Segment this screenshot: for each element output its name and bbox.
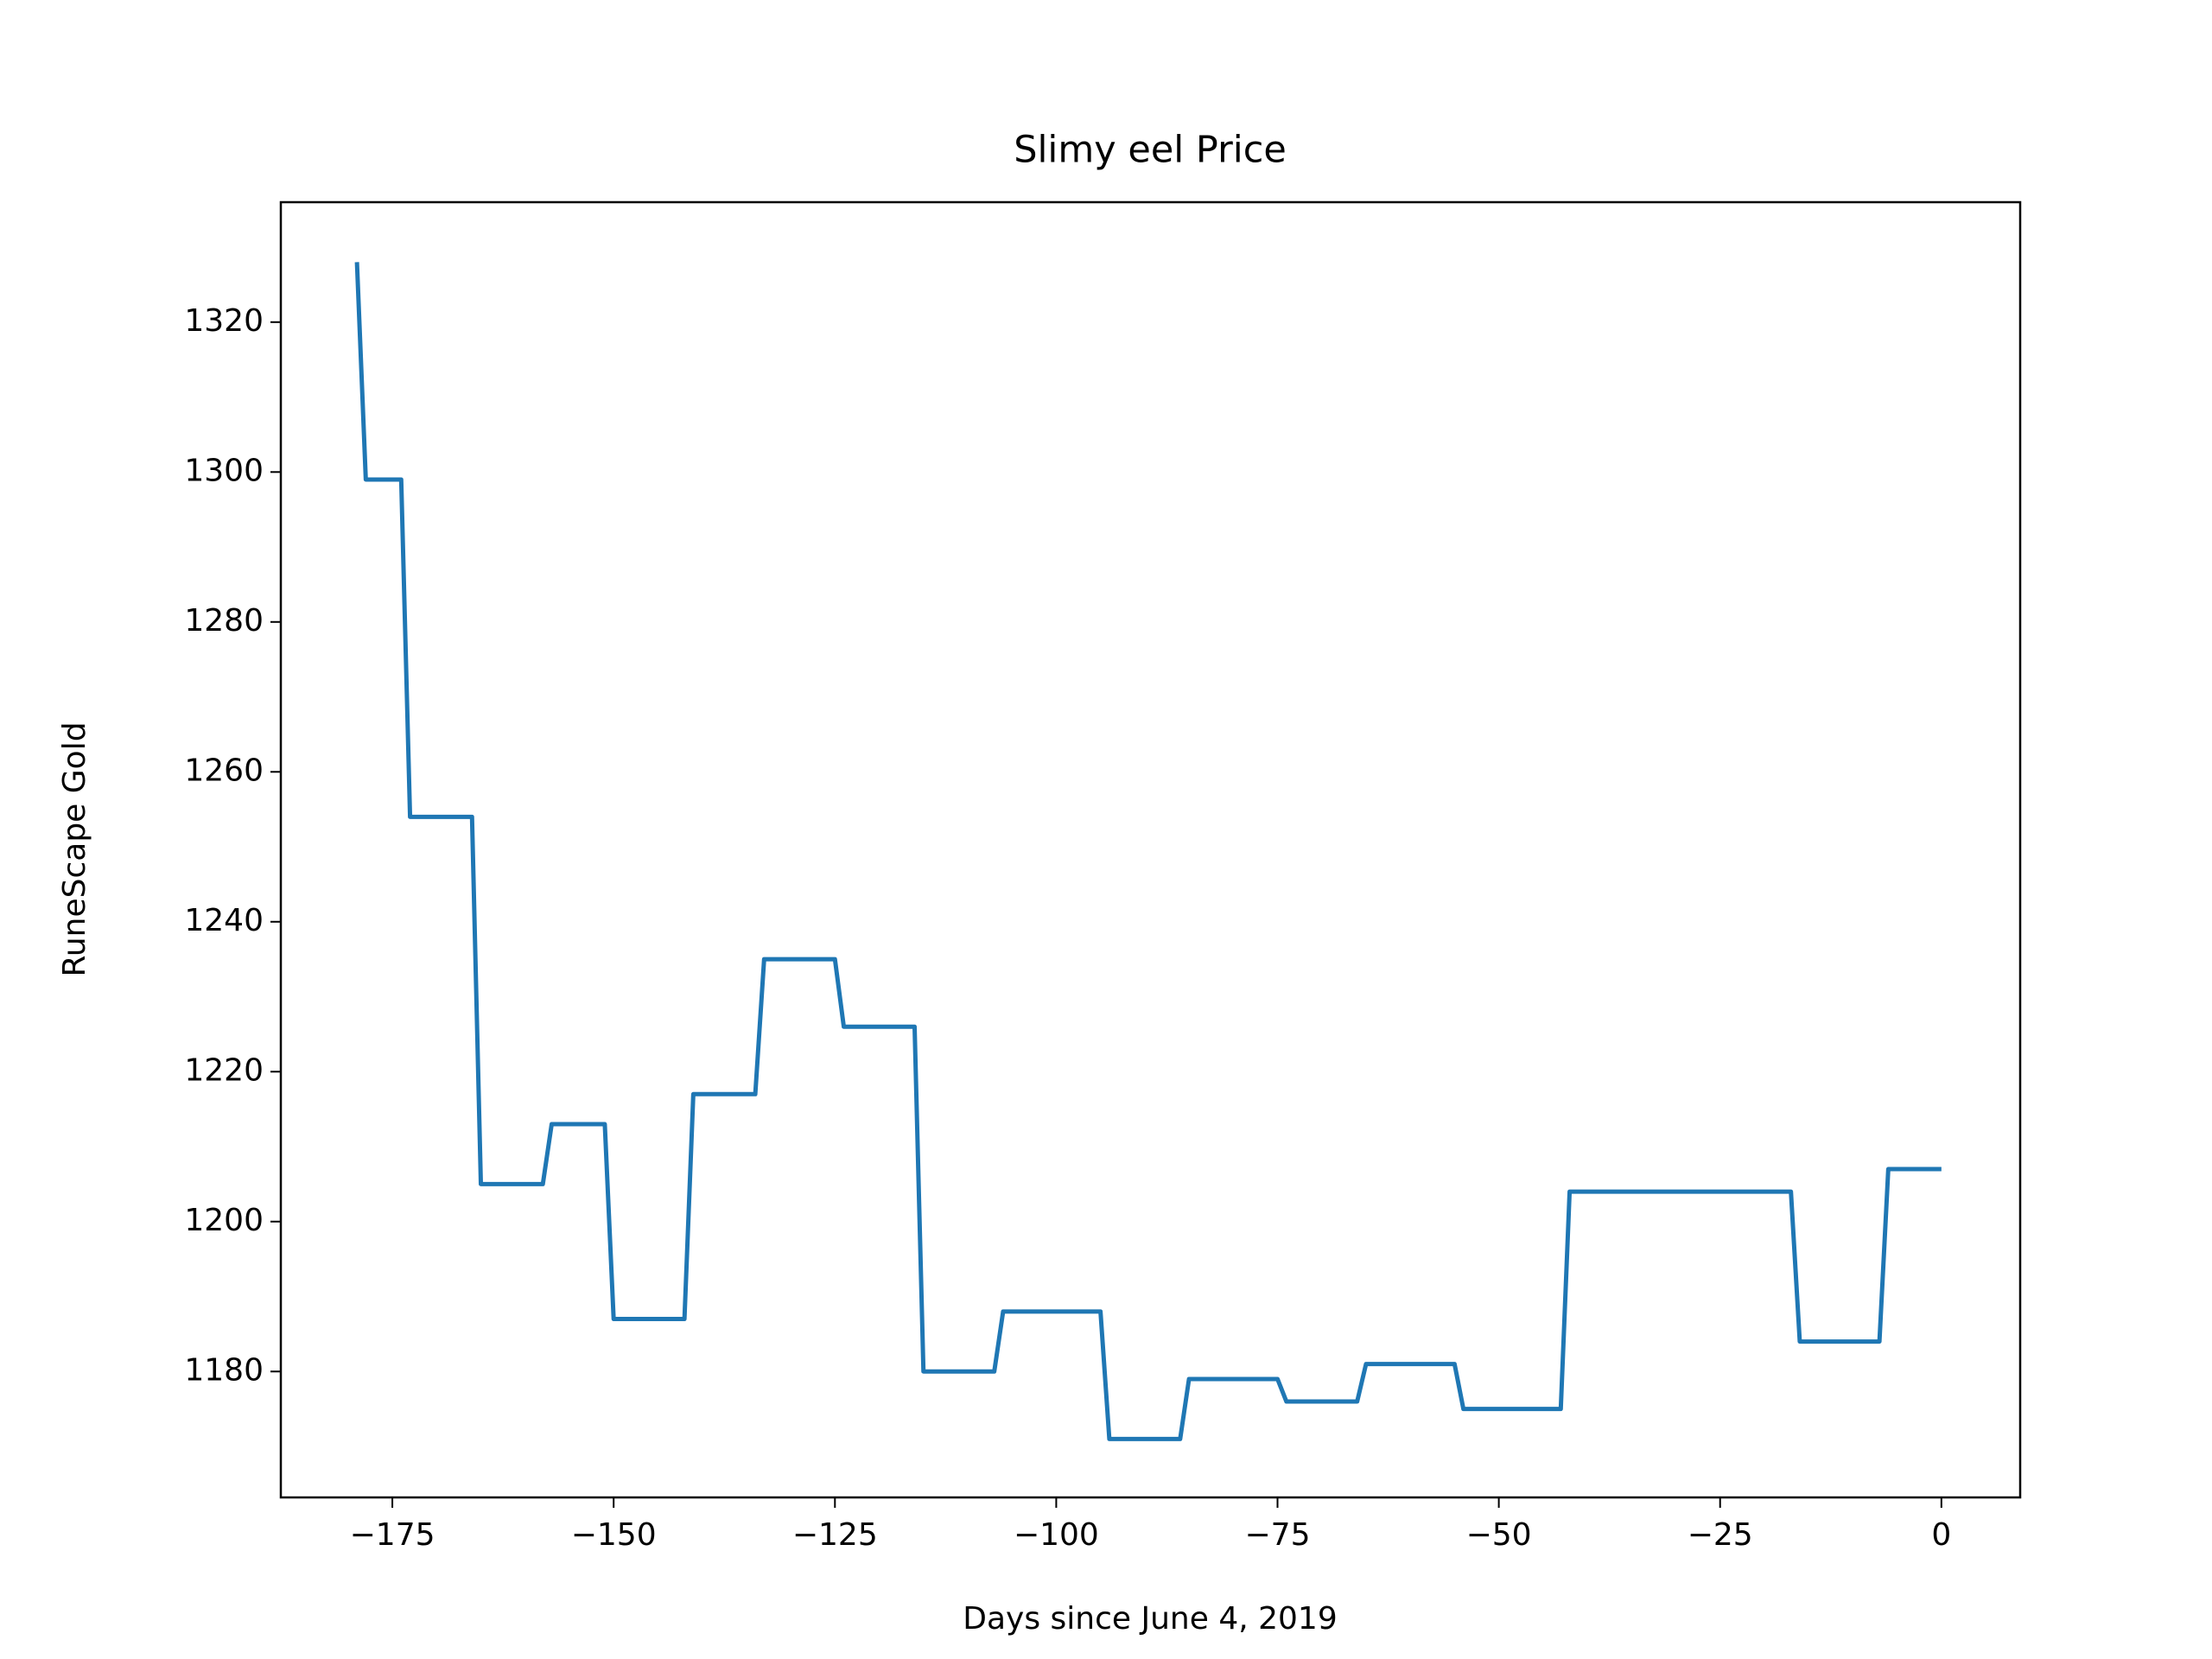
y-tick-label: 1220 [184,1052,264,1088]
y-tick-label: 1180 [184,1352,264,1388]
y-tick-label: 1200 [184,1203,264,1238]
x-tick-label: −175 [350,1517,435,1553]
y-tick-label: 1300 [184,453,264,488]
y-tick-label: 1260 [184,753,264,788]
y-tick-label: 1280 [184,603,264,639]
x-tick-label: −50 [1466,1517,1532,1553]
x-tick-label: −25 [1688,1517,1753,1553]
x-tick-label: −100 [1014,1517,1099,1553]
line-series [354,262,1942,1441]
x-tick-label: −150 [571,1517,657,1553]
y-tick-label: 1320 [184,303,264,339]
x-tick-label: −125 [792,1517,878,1553]
y-axis-label: RuneScape Gold [57,721,92,976]
chart-title: Slimy eel Price [1014,129,1287,172]
x-tick-label: 0 [1931,1517,1951,1553]
y-tick-label: 1240 [184,903,264,938]
x-tick-label: −75 [1245,1517,1311,1553]
plot-frame [279,200,2022,1499]
x-axis-label: Days since June 4, 2019 [963,1601,1338,1637]
